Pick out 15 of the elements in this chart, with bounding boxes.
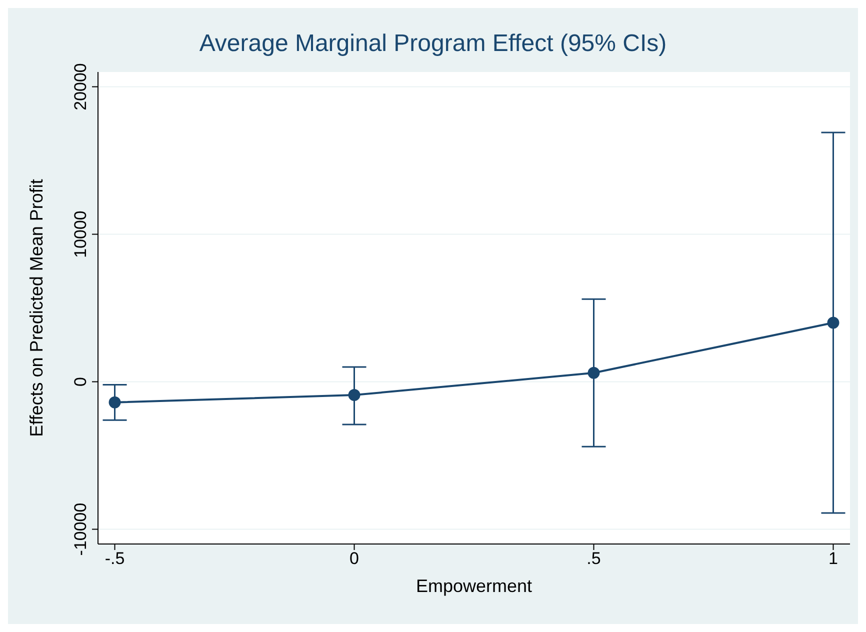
y-axis-title: Effects on Predicted Mean Profit	[26, 179, 46, 437]
y-tick-label: -10000	[71, 502, 90, 556]
point	[588, 366, 600, 379]
x-axis-title: Empowerment	[416, 576, 532, 596]
point	[108, 396, 121, 408]
x-tick-label: 0	[350, 549, 359, 568]
point	[827, 316, 840, 329]
x-tick-label: .5	[586, 549, 601, 568]
x-tick-label: -.5	[104, 549, 125, 568]
x-tick-label: 1	[828, 549, 838, 568]
y-tick-label: 20000	[71, 63, 90, 110]
point	[348, 389, 360, 402]
chart-title: Average Marginal Program Effect (95% CIs)	[198, 30, 668, 58]
y-tick-label: 0	[71, 377, 90, 386]
y-tick-label: 10000	[71, 210, 90, 258]
